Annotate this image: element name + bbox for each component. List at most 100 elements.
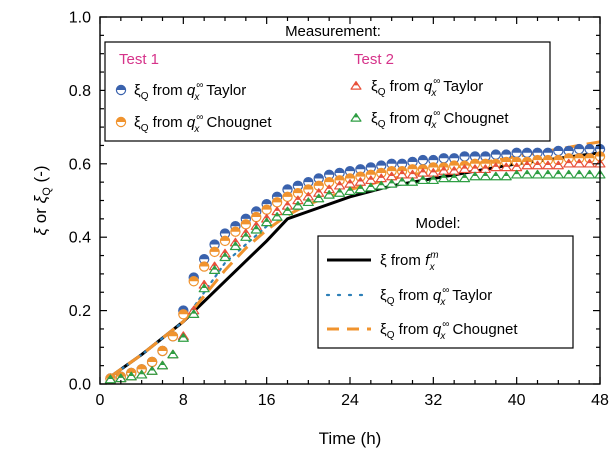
legend-label-test1-taylor-method: Taylor xyxy=(202,82,246,99)
legend-label-test2-chougnet-sub-x: x xyxy=(430,120,437,131)
y-tick-label: 0.0 xyxy=(69,377,91,394)
point-test2-chougnet xyxy=(469,171,481,181)
point-test2-taylor-outline xyxy=(573,158,585,168)
model-legend-label-xiq-chougnet-method: Chougnet xyxy=(448,321,518,338)
point-test1-chougnet xyxy=(167,331,179,342)
point-test1-chougnet xyxy=(251,211,262,223)
model-legend-label-xiq-taylor-sub-q: Q xyxy=(387,296,395,307)
point-test1-chougnet xyxy=(313,180,324,192)
y-title-xi-q: ξ xyxy=(31,194,50,203)
point-test1-chougnet xyxy=(230,226,241,237)
x-tick-label: 48 xyxy=(591,392,609,409)
model-legend-label-xiq-chougnet-sub-x: x xyxy=(439,331,446,342)
point-test2-chougnet-outline xyxy=(417,175,429,185)
point-test1-taylor xyxy=(521,147,533,158)
point-test2-chougnet-outline xyxy=(584,169,596,179)
point-test1-chougnet xyxy=(146,356,158,368)
point-test2-chougnet-outline xyxy=(427,175,439,185)
point-test2-chougnet xyxy=(334,188,346,197)
point-test2-taylor-outline xyxy=(563,158,575,168)
point-test1-taylor-fill xyxy=(418,155,428,161)
point-test2-chougnet xyxy=(240,232,252,241)
point-test1-taylor-fill xyxy=(491,150,501,155)
point-test1-taylor-fill xyxy=(303,177,313,183)
point-test1-chougnet-fill xyxy=(262,205,272,210)
point-test1-taylor-fill xyxy=(355,164,366,170)
point-test2-chougnet-outline xyxy=(396,177,408,186)
point-test1-chougnet-fill xyxy=(543,155,553,161)
point-test2-chougnet-outline xyxy=(292,200,304,210)
point-test2-chougnet-outline xyxy=(438,173,450,183)
point-test1-chougnet xyxy=(303,184,314,195)
point-test2-chougnet xyxy=(563,169,575,179)
point-test1-chougnet-fill xyxy=(449,161,459,166)
point-test2-chougnet-outline xyxy=(479,171,491,181)
point-test1-taylor-fill xyxy=(428,155,438,161)
model-legend-label-xiq-chougnet-from: from xyxy=(395,321,433,338)
point-test2-chougnet xyxy=(427,175,439,185)
point-test1-taylor xyxy=(303,176,314,188)
point-test1-chougnet-fill xyxy=(272,197,282,203)
point-test1-taylor xyxy=(553,145,564,157)
point-test1-taylor-fill xyxy=(345,166,355,172)
point-test2-chougnet xyxy=(261,217,273,227)
legend-marker-test1-taylor-fill xyxy=(116,85,126,90)
point-test2-chougnet-outline xyxy=(229,241,241,251)
model-legend-f: f xyxy=(425,252,431,269)
point-test1-taylor-fill xyxy=(189,272,199,278)
point-test1-chougnet-fill xyxy=(439,162,449,168)
point-test2-chougnet-outline xyxy=(156,360,169,370)
point-test2-taylor-outline xyxy=(500,162,512,172)
point-test2-chougnet-outline xyxy=(500,171,512,181)
model-legend-label-xiq-taylor: ξQ from q∞ x Taylor xyxy=(380,285,492,308)
legend-label-test2-taylor-xi: ξ xyxy=(371,78,378,95)
point-test2-chougnet-outline xyxy=(334,188,346,197)
point-test1-taylor-fill xyxy=(366,162,376,168)
model-legend-label-xiq-taylor-sub-x: x xyxy=(439,297,446,308)
model-legend-label-xiq-chougnet-q: q xyxy=(433,321,442,338)
point-test2-chougnet xyxy=(219,252,231,262)
model-legend-label-xiq-taylor-xi: ξ xyxy=(380,287,387,304)
point-test2-taylor-outline xyxy=(531,160,544,170)
point-test2-chougnet-outline xyxy=(542,169,554,179)
point-test2-chougnet xyxy=(198,283,210,293)
point-test1-chougnet-fill xyxy=(314,181,324,186)
legend-label-test2-chougnet-sup-inf: ∞ xyxy=(433,108,440,119)
point-test1-chougnet-fill xyxy=(553,155,563,161)
point-test2-chougnet-outline xyxy=(531,169,544,179)
legend-label-test2-taylor-sub-q: Q xyxy=(378,87,386,98)
point-test2-taylor xyxy=(573,158,585,168)
point-test1-taylor xyxy=(563,145,574,157)
point-test2-chougnet xyxy=(573,169,585,179)
point-test1-chougnet-fill xyxy=(293,188,303,194)
model-legend-label-xiq-taylor-sup-inf: ∞ xyxy=(442,285,449,296)
x-tick-label: 8 xyxy=(179,392,188,409)
model-legend-label-xiq-taylor-from: from xyxy=(395,287,433,304)
model-legend-label-xiq-taylor-method: Taylor xyxy=(448,287,492,304)
point-test1-taylor xyxy=(334,167,345,179)
model-legend-label-xiq-taylor-q: q xyxy=(433,287,442,304)
point-test1-taylor-fill xyxy=(199,254,209,260)
legend-marker-test1-taylor xyxy=(115,84,127,96)
point-test1-chougnet-fill xyxy=(355,172,366,177)
legend-label-test2-chougnet-sub-q: Q xyxy=(378,119,386,130)
legend-label-test1-chougnet-sub-q: Q xyxy=(141,123,149,134)
axes: 0 8 16 24 32 40 48 0.0 0.2 0.4 0.6 0.8 1.0 xyxy=(69,10,609,410)
point-test2-taylor-outline xyxy=(552,160,564,170)
point-test2-chougnet-outline xyxy=(104,374,116,384)
legend-label-test1-taylor-sub-q: Q xyxy=(141,91,149,102)
legend-marker-test1-chougnet-fill xyxy=(116,117,126,122)
point-test2-chougnet-outline xyxy=(261,217,273,227)
legend-measurement: Measurement:Test 1 Test 2ξQ from q∞ x Tayl… xyxy=(104,23,551,142)
point-test1-taylor-fill xyxy=(501,150,511,155)
y-title-unit: (-) xyxy=(31,165,50,187)
point-test1-taylor-fill xyxy=(459,151,470,157)
point-test1-taylor xyxy=(344,165,356,177)
point-test1-chougnet-ring xyxy=(157,345,168,357)
point-test1-taylor xyxy=(490,149,502,160)
point-test2-taylor xyxy=(490,162,502,172)
point-test1-taylor xyxy=(459,151,470,162)
point-test1-taylor xyxy=(511,147,522,158)
